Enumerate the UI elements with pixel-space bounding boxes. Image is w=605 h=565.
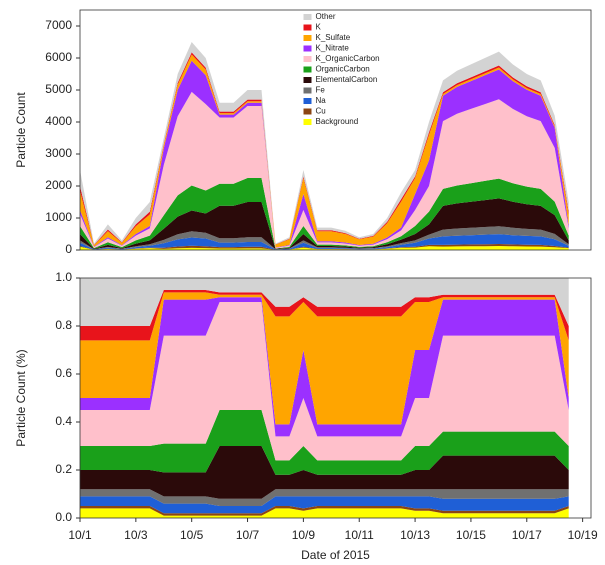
y-tick-label: 0.6: [55, 366, 72, 380]
y-tick-label: 2000: [45, 178, 72, 192]
legend-label: Na: [316, 96, 327, 105]
x-tick-label: 10/9: [292, 528, 316, 542]
legend-swatch: [303, 119, 312, 125]
area: [80, 506, 569, 516]
x-tick-label: 10/1: [68, 528, 92, 542]
area: [80, 446, 569, 499]
legend-label: K_OrganicCarbon: [316, 54, 380, 63]
y-tick-label: 0.8: [55, 318, 72, 332]
area: [80, 244, 569, 250]
legend-swatch: [303, 87, 312, 94]
x-tick-label: 10/5: [180, 528, 204, 542]
y-tick-label: 5000: [45, 82, 72, 96]
x-axis-label: Date of 2015: [301, 548, 370, 562]
area: [80, 292, 569, 425]
legend-swatch: [303, 108, 312, 115]
y-tick-label: 7000: [45, 18, 72, 32]
area: [80, 198, 569, 250]
y-tick-label: 0.2: [55, 462, 72, 476]
area: [80, 246, 569, 250]
legend-swatch: [303, 24, 312, 31]
area: [80, 226, 569, 250]
legend-swatch: [303, 56, 312, 62]
plot-frame: [79, 9, 592, 251]
y-tick-label: 0: [65, 242, 72, 256]
legend-label: Background: [316, 117, 359, 126]
legend-swatch: [303, 98, 312, 104]
y-axis-label: Particle Count (%): [14, 349, 28, 446]
x-tick-label: 10/15: [456, 528, 486, 542]
y-tick-label: 0.0: [55, 510, 72, 524]
legend-swatch: [303, 77, 312, 83]
y-tick-label: 3000: [45, 146, 72, 160]
area: [80, 290, 569, 341]
x-tick-label: 10/19: [568, 528, 598, 542]
area: [80, 302, 569, 461]
y-axis-label: Particle Count: [14, 92, 28, 168]
legend-label: K_Nitrate: [316, 44, 350, 53]
legend-label: K_Sulfate: [316, 33, 351, 42]
area: [80, 489, 569, 506]
x-tick-label: 10/3: [124, 528, 148, 542]
legend-label: ElementalCarbon: [316, 75, 378, 84]
y-tick-label: 6000: [45, 50, 72, 64]
area: [80, 410, 569, 475]
y-tick-label: 1000: [45, 210, 72, 224]
legend-label: Fe: [316, 86, 326, 95]
area: [80, 178, 569, 249]
legend-swatch: [303, 14, 312, 20]
area: [80, 91, 569, 249]
legend-label: K: [316, 23, 322, 32]
area: [80, 60, 569, 248]
x-tick-label: 10/7: [236, 528, 260, 542]
area: [80, 278, 569, 326]
area: [80, 234, 569, 250]
legend-label: OrganicCarbon: [316, 65, 370, 74]
legend-label: Other: [316, 12, 336, 21]
legend-label: Cu: [316, 107, 326, 116]
area: [80, 297, 569, 437]
legend-swatch: [303, 35, 312, 41]
y-tick-label: 4000: [45, 114, 72, 128]
area: [80, 496, 569, 514]
legend-swatch: [303, 66, 312, 73]
y-tick-label: 0.4: [55, 414, 72, 428]
plot-frame: [79, 277, 592, 519]
x-tick-label: 10/11: [345, 528, 374, 542]
y-tick-label: 1.0: [55, 270, 72, 284]
x-tick-label: 10/13: [400, 528, 430, 542]
legend-swatch: [303, 45, 312, 52]
x-tick-label: 10/17: [512, 528, 542, 542]
